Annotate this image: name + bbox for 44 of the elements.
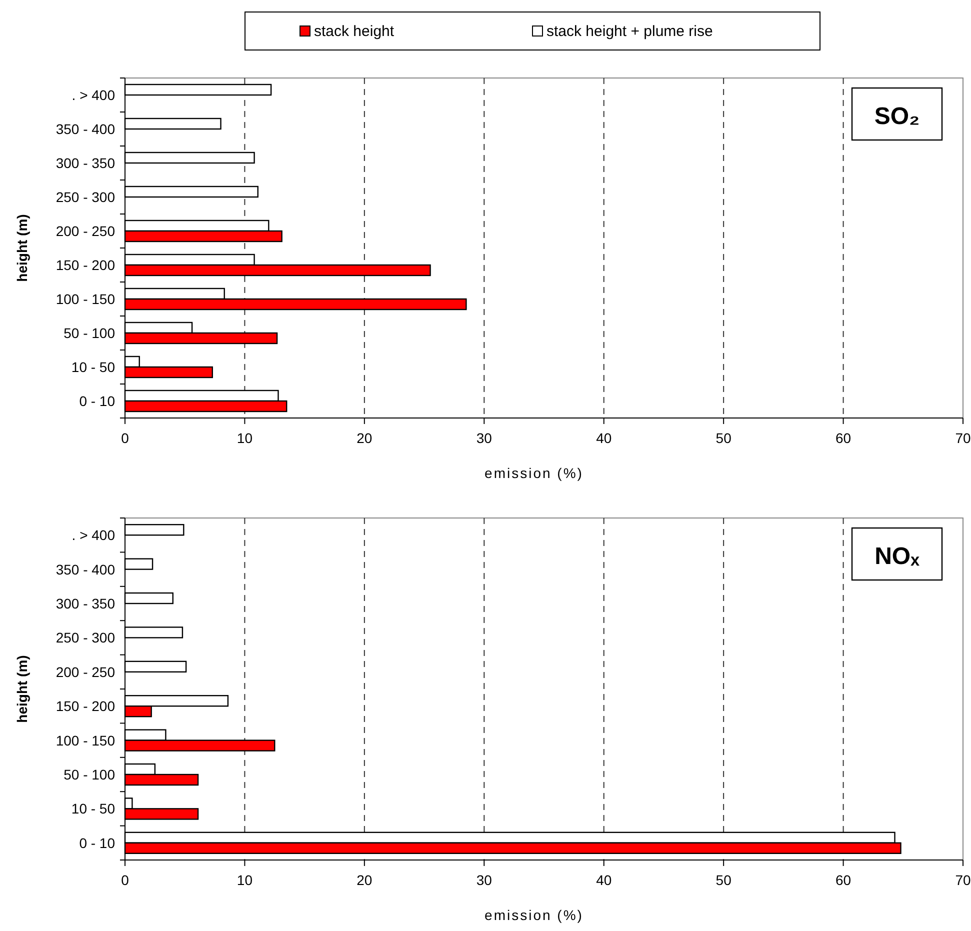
x-tick-label: 40 <box>596 430 612 446</box>
x-tick-label: 0 <box>121 872 130 888</box>
y-tick-label: 100 - 150 <box>56 732 116 748</box>
legend-label: stack height <box>314 23 395 40</box>
x-axis-title: emission (%) <box>484 465 584 481</box>
x-tick-label: 10 <box>236 430 253 446</box>
x-tick-label: 70 <box>955 872 971 888</box>
y-tick-label: . > 400 <box>72 527 116 544</box>
x-tick-label: 40 <box>596 872 612 888</box>
text: SO₂ <box>874 103 920 130</box>
x-tick-label: 20 <box>356 430 372 446</box>
x-tick-label: 10 <box>236 872 253 888</box>
x-tick-label: 0 <box>121 430 130 446</box>
y-tick-label: 50 - 100 <box>64 766 116 782</box>
y-tick-label: 300 - 350 <box>56 155 116 171</box>
y-tick-label: 0 - 10 <box>79 834 116 851</box>
y-tick-label: 50 - 100 <box>64 325 116 341</box>
y-tick-label: 150 - 200 <box>56 257 116 273</box>
y-tick-label: 150 - 200 <box>56 698 116 714</box>
x-tick-label: 30 <box>476 872 492 888</box>
y-axis-title: height (m) <box>14 655 30 723</box>
x-tick-label: 60 <box>835 872 852 888</box>
y-tick-label: 200 - 250 <box>56 664 116 680</box>
y-tick-label: 0 - 10 <box>79 393 116 409</box>
y-tick-label: 350 - 400 <box>56 121 116 137</box>
y-tick-label: 10 - 50 <box>71 359 116 375</box>
legend-label: stack height + plume rise <box>546 23 713 40</box>
y-tick-label: . > 400 <box>72 87 116 103</box>
y-tick-label: 300 - 350 <box>56 596 116 612</box>
x-tick-label: 50 <box>716 872 732 888</box>
x-tick-label: 60 <box>835 430 852 446</box>
y-tick-label: 100 - 150 <box>56 291 116 307</box>
y-tick-label: 250 - 300 <box>56 630 116 646</box>
x-tick-label: 70 <box>955 430 971 446</box>
x-tick-label: 20 <box>356 872 372 888</box>
x-axis-title: emission (%) <box>484 907 584 923</box>
x-tick-label: 50 <box>716 430 732 446</box>
x-tick-label: 30 <box>476 430 492 446</box>
y-tick-label: 200 - 250 <box>56 223 116 239</box>
text: NOₓ <box>874 543 920 570</box>
y-tick-label: 10 - 50 <box>71 800 116 817</box>
y-tick-label: 250 - 300 <box>56 189 116 205</box>
y-axis-title: height (m) <box>14 214 30 282</box>
y-tick-label: 350 - 400 <box>56 561 116 578</box>
